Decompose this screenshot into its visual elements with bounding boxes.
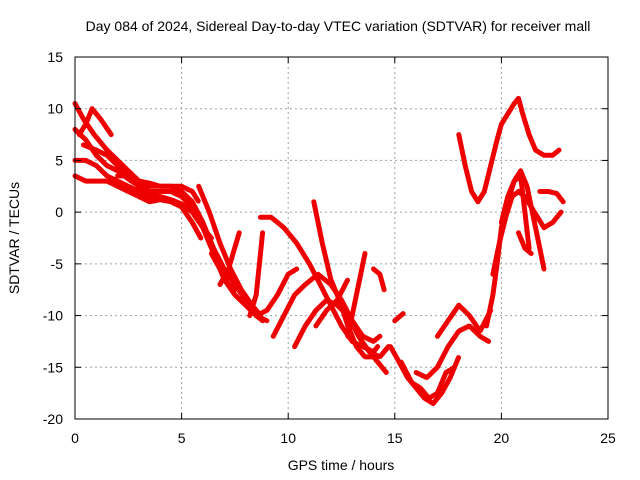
y-tick-label: 15 — [47, 49, 63, 65]
series-line-2 — [72, 126, 270, 324]
x-tick-label: 10 — [280, 430, 296, 446]
series-group — [72, 95, 566, 406]
series-line-28 — [498, 173, 532, 251]
series-line-8 — [196, 183, 263, 319]
y-axis-label: SDTVAR / TECUs — [6, 182, 22, 294]
series-line-12 — [247, 230, 266, 319]
series-line-20 — [392, 311, 406, 324]
x-tick-label: 5 — [178, 430, 186, 446]
series-line-29 — [516, 230, 534, 256]
series-line-17 — [313, 276, 351, 329]
y-tick-label: -5 — [51, 256, 64, 272]
x-tick-label: 25 — [600, 430, 616, 446]
series-line-19 — [371, 266, 387, 293]
x-tick-label: 15 — [387, 430, 403, 446]
y-tick-label: -15 — [43, 359, 63, 375]
chart-title: Day 084 of 2024, Sidereal Day-to-day VTE… — [86, 18, 591, 34]
series-line-6 — [76, 106, 114, 138]
series-line-18 — [345, 251, 368, 339]
axis-ticks: 0 5 10 15 20 25 -20 -15 -10 -5 0 5 10 15 — [43, 49, 616, 446]
series-line-24 — [434, 302, 494, 339]
series-line-11 — [253, 266, 300, 319]
plot-frame — [74, 56, 609, 420]
y-tick-label: 0 — [55, 204, 63, 220]
y-tick-label: -20 — [43, 411, 63, 427]
series-line-5 — [81, 142, 161, 200]
series-line-4 — [72, 173, 204, 241]
x-tick-label: 20 — [494, 430, 510, 446]
series-line-3 — [72, 157, 214, 241]
x-tick-label: 0 — [71, 430, 79, 446]
series-line-23 — [413, 323, 492, 381]
y-tick-label: 10 — [47, 101, 63, 117]
y-tick-label: 5 — [55, 152, 63, 168]
y-tick-label: -10 — [43, 308, 63, 324]
grid-lines — [75, 57, 608, 419]
series-line-7 — [115, 173, 202, 205]
series-line-10 — [217, 230, 242, 287]
series-line-25 — [456, 95, 562, 205]
series-line-30 — [537, 189, 566, 205]
series-line-22 — [398, 359, 457, 401]
x-axis-label: GPS time / hours — [288, 457, 395, 473]
